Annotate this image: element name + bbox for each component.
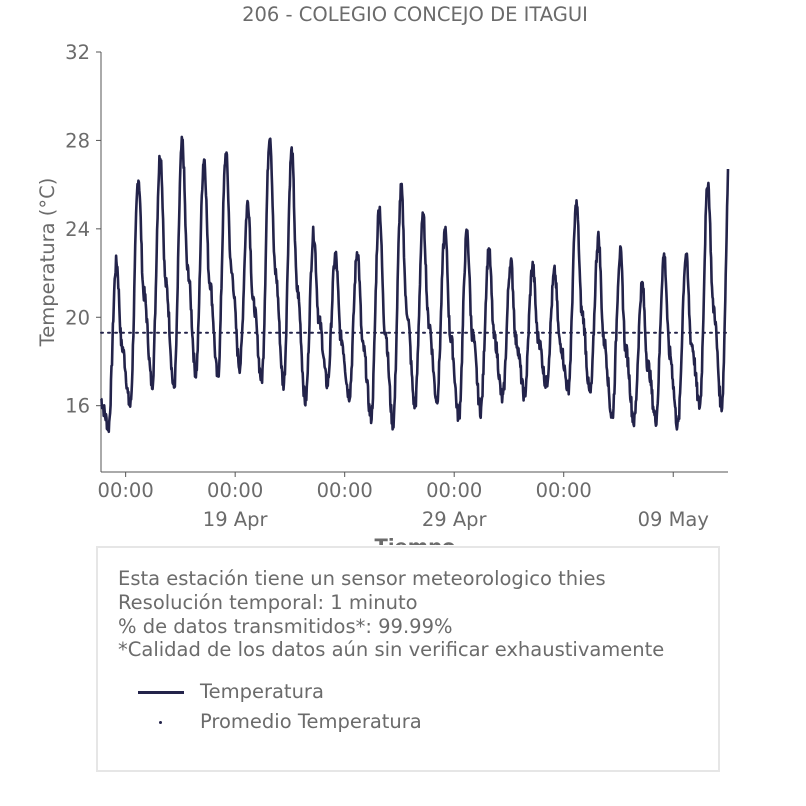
- transmitted-data-text: % de datos transmitidos*: 99.99%: [118, 615, 453, 638]
- y-tick-label: 32: [65, 41, 90, 64]
- y-ticks: 16 20 24 28 32: [65, 41, 101, 418]
- x-tick-date-label: 19 Apr: [203, 508, 269, 531]
- sensor-info-text: Esta estación tiene un sensor meteorolog…: [118, 567, 606, 590]
- legend-item-promedio: Promedio Temperatura: [138, 710, 538, 734]
- x-tick-label: 00:00: [536, 479, 592, 502]
- resolution-text: Resolución temporal: 1 minuto: [118, 591, 418, 614]
- legend-label-promedio: Promedio Temperatura: [200, 710, 422, 733]
- legend-line-swatch: [138, 691, 184, 694]
- series-group: [99, 135, 730, 434]
- x-tick-label: 00:00: [317, 479, 373, 502]
- legend-item-temperatura: Temperatura: [138, 680, 538, 704]
- y-tick-label: 16: [65, 395, 90, 418]
- legend-dot-swatch: [159, 721, 162, 724]
- y-tick-label: 24: [65, 218, 90, 241]
- x-ticks: 00:00 00:00 19 Apr 00:00 00:00 29 Apr 00:00 09 …: [98, 472, 709, 531]
- legend-label-temperatura: Temperatura: [200, 680, 324, 703]
- chart-title: 206 - COLEGIO CONCEJO DE ITAGUI: [242, 3, 588, 26]
- x-axis-label: Tiempo: [375, 535, 456, 545]
- x-tick-label: 00:00: [98, 479, 154, 502]
- temperature-chart: 206 - COLEGIO CONCEJO DE ITAGUI Temperat…: [36, 3, 730, 545]
- data-quality-note: *Calidad de los datos aún sin verificar …: [118, 638, 665, 661]
- temperatura-line: [99, 135, 730, 434]
- x-tick-date-label: 09 May: [638, 508, 709, 531]
- y-axis-label: Temperatura (°C): [36, 178, 59, 348]
- x-tick-label: 00:00: [426, 479, 482, 502]
- y-tick-label: 28: [65, 129, 90, 152]
- y-tick-label: 20: [65, 306, 90, 329]
- x-tick-date-label: 29 Apr: [422, 508, 488, 531]
- x-tick-label: 00:00: [207, 479, 263, 502]
- info-legend-box: Esta estación tiene un sensor meteorolog…: [96, 546, 720, 772]
